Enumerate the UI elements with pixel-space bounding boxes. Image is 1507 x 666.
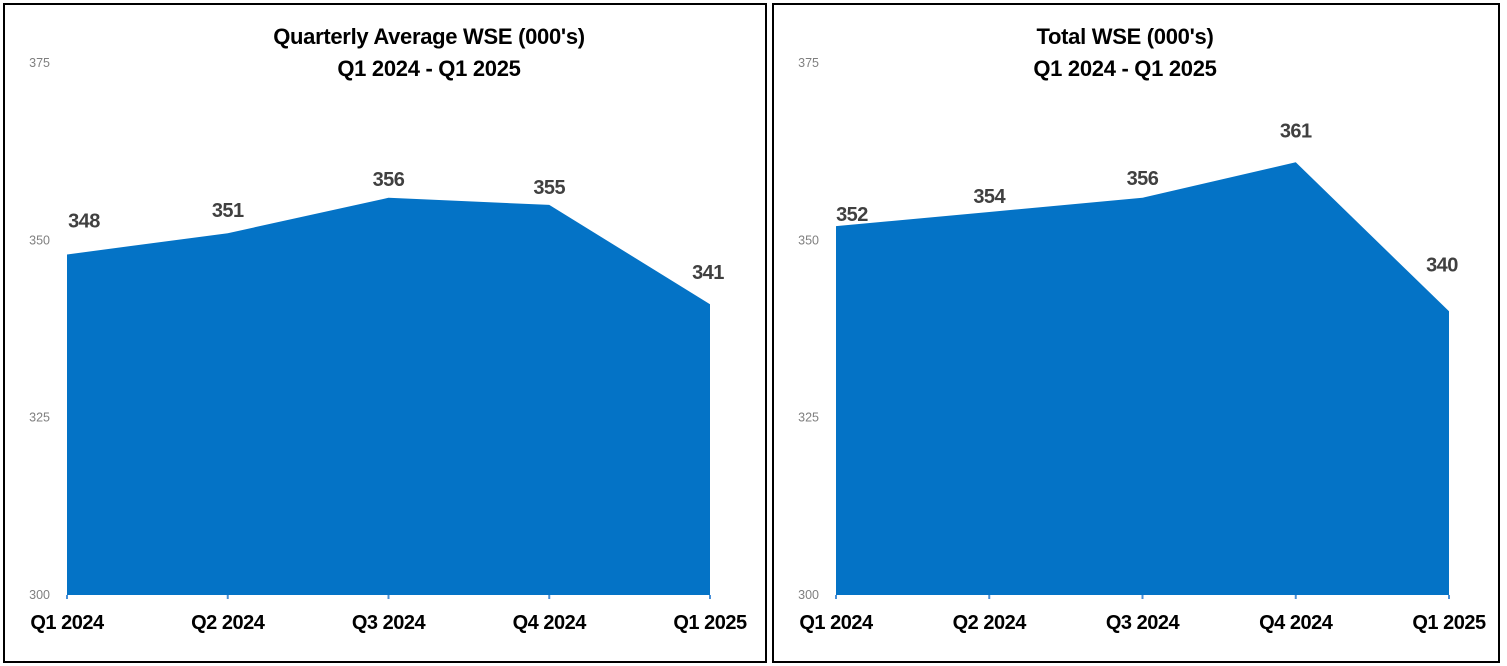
data-label: 355 xyxy=(533,177,565,199)
x-axis-category-label: Q1 2024 xyxy=(30,612,105,634)
y-axis-tick-label: 375 xyxy=(29,56,50,70)
total-wse-area-plot: 375 350 325 300 Q1 2024 Q2 2024 Q3 2024 Q4 2024… xyxy=(798,56,1486,634)
data-label: 361 xyxy=(1280,120,1312,142)
y-axis-tick-label: 350 xyxy=(798,233,819,247)
y-axis-tick-label: 325 xyxy=(798,411,819,425)
total-wse-chart[interactable]: 375 350 325 300 Q1 2024 Q2 2024 Q3 2024 Q4 2024… xyxy=(772,3,1500,663)
x-axis-category-label: Q4 2024 xyxy=(513,612,588,634)
data-label: 356 xyxy=(1127,168,1159,190)
x-axis-category-label: Q3 2024 xyxy=(352,612,427,634)
y-axis-tick-label: 350 xyxy=(29,233,50,247)
data-label: 348 xyxy=(68,211,100,233)
data-label: 340 xyxy=(1426,254,1458,276)
data-label: 354 xyxy=(973,186,1006,208)
x-axis-category-label: Q4 2024 xyxy=(1259,612,1334,634)
data-label: 356 xyxy=(373,169,405,191)
quarterly-average-wse-chart[interactable]: 375 350 325 300 Q1 2024 Q2 2024 Q3 2024 Q4 2024… xyxy=(3,3,767,663)
data-label: 352 xyxy=(836,204,868,226)
x-axis-category-label: Q1 2024 xyxy=(799,612,874,634)
area-series xyxy=(836,162,1449,596)
x-axis-category-label: Q3 2024 xyxy=(1106,612,1181,634)
quarterly-average-wse-area-plot: 375 350 325 300 Q1 2024 Q2 2024 Q3 2024 Q4 2024… xyxy=(29,56,747,634)
area-series xyxy=(67,197,710,596)
data-label: 351 xyxy=(212,200,244,222)
data-label: 341 xyxy=(692,262,724,284)
x-axis-category-label: Q2 2024 xyxy=(953,612,1028,634)
y-axis-tick-label: 300 xyxy=(798,588,819,602)
y-axis-tick-label: 325 xyxy=(29,411,50,425)
x-axis-category-label: Q1 2025 xyxy=(673,612,747,634)
x-axis-category-label: Q1 2025 xyxy=(1412,612,1486,634)
x-axis-category-label: Q2 2024 xyxy=(191,612,266,634)
y-axis-tick-label: 300 xyxy=(29,588,50,602)
y-axis-tick-label: 375 xyxy=(798,56,819,70)
